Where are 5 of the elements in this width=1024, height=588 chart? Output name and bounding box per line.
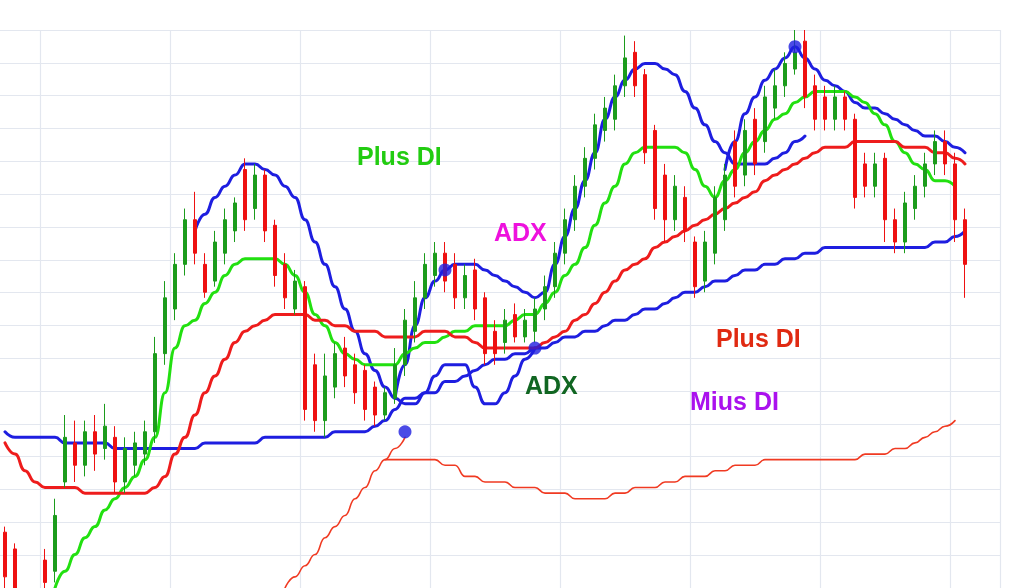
annotation: Plus DI xyxy=(357,141,442,170)
annotation: ADX xyxy=(494,217,548,246)
annotation: ADX xyxy=(525,370,579,399)
annotation: Mius DI xyxy=(690,386,779,415)
annotation: Plus DI xyxy=(716,323,801,352)
